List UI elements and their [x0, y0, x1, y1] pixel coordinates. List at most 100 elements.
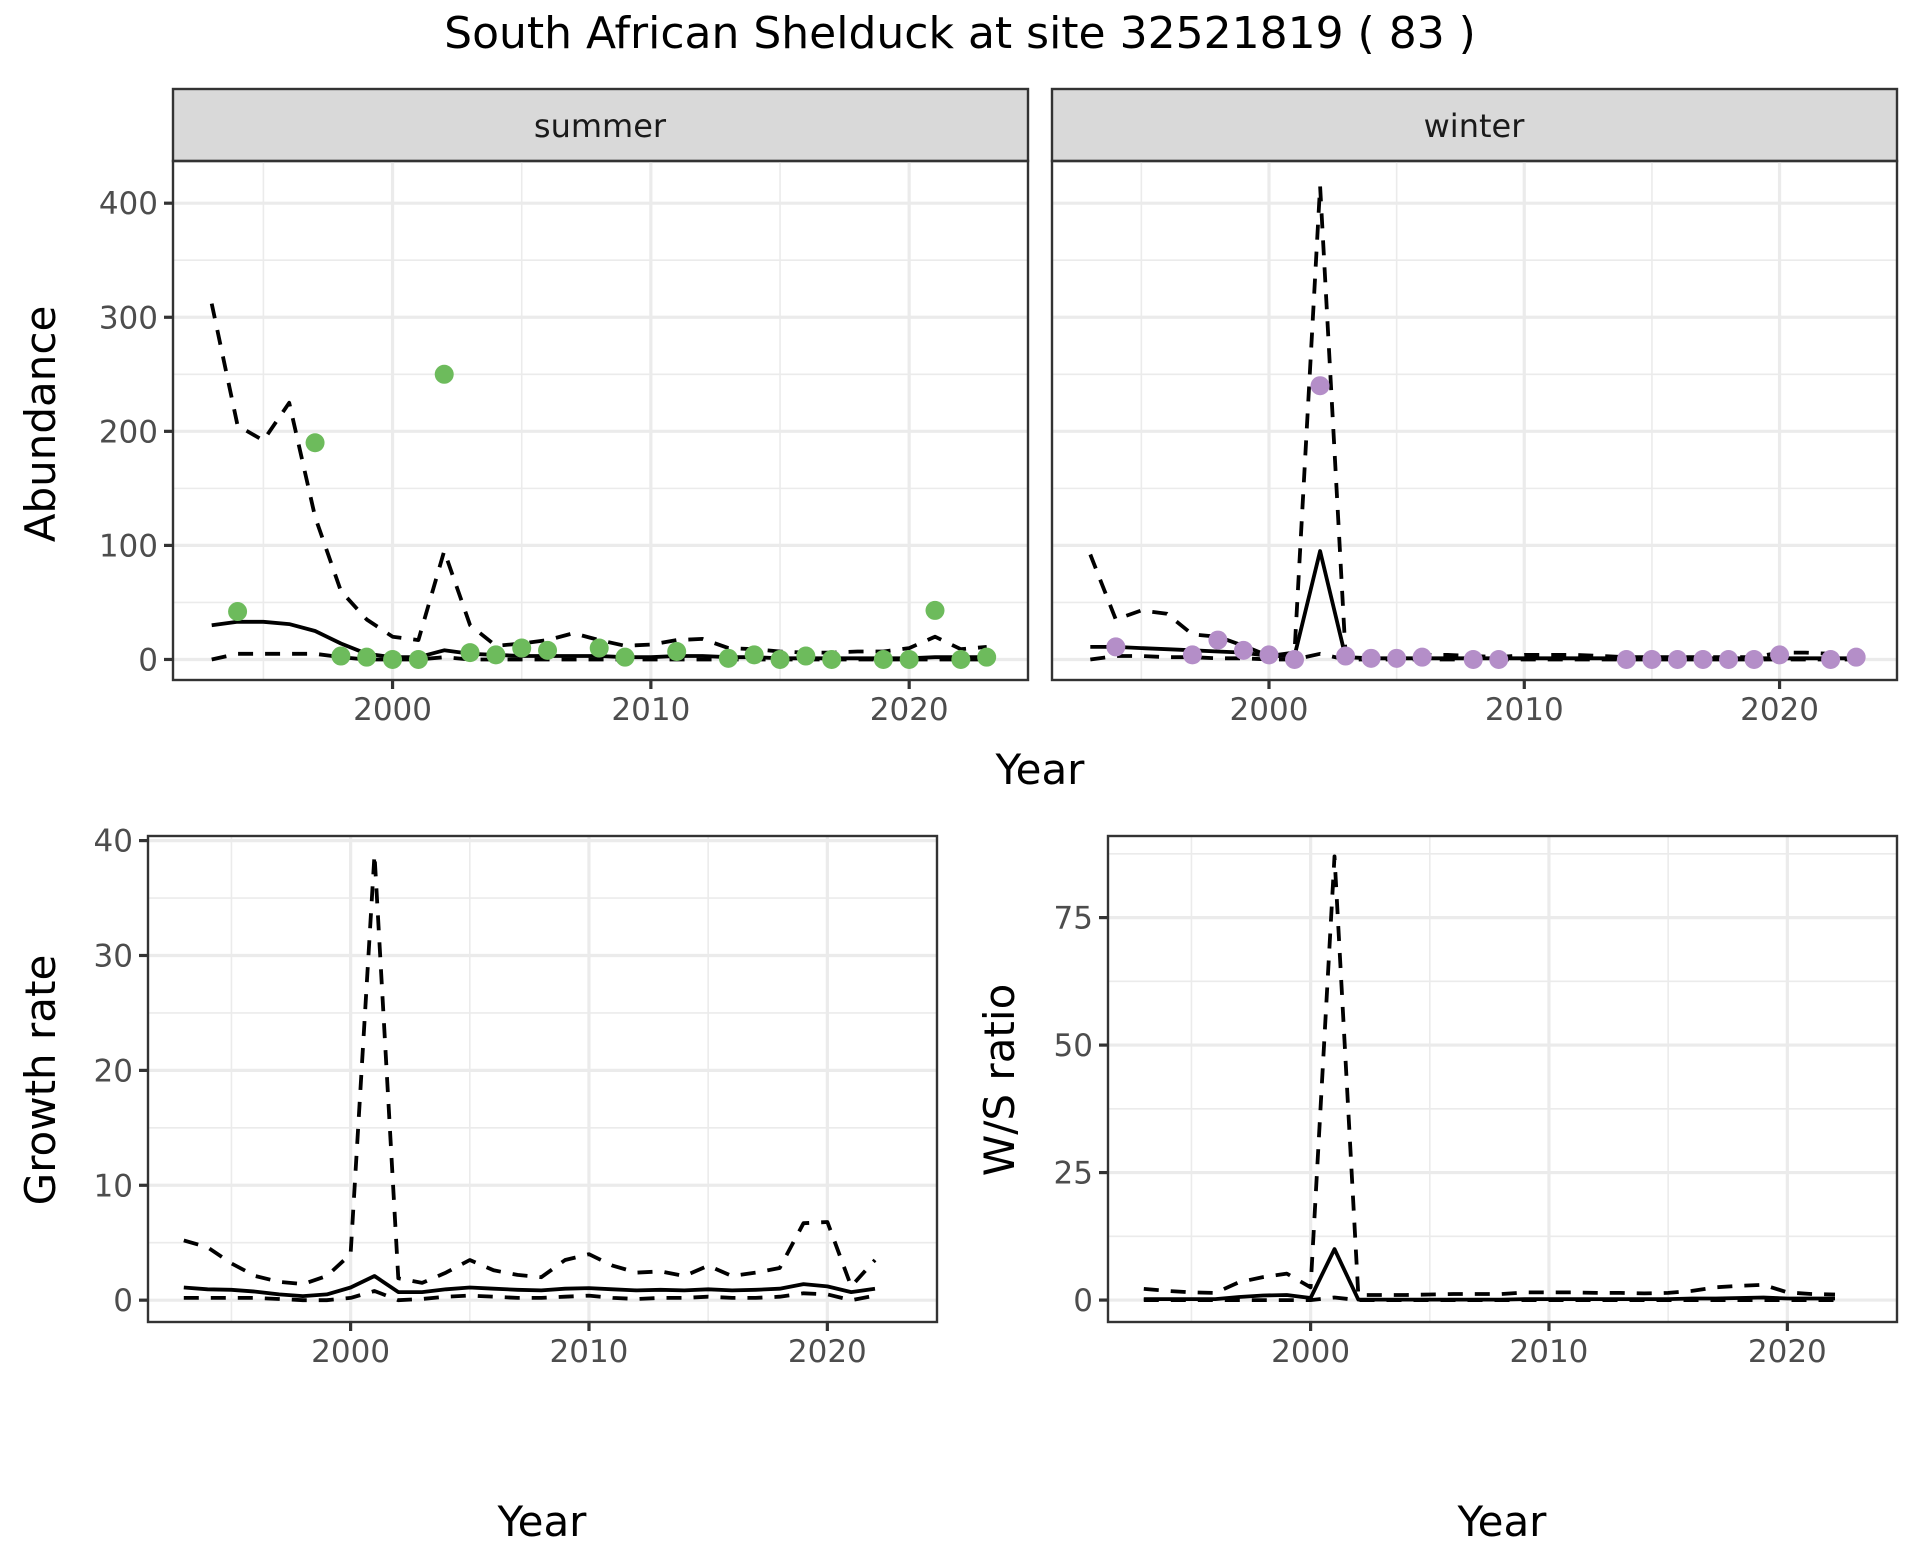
- summer-point: [822, 649, 842, 669]
- ws-x-tick-label: 2010: [1510, 1334, 1589, 1370]
- winter-point: [1719, 649, 1739, 669]
- summer-y-tick-label: 100: [99, 528, 158, 564]
- summer-point: [486, 645, 506, 665]
- summer-point: [951, 649, 971, 669]
- summer-point: [408, 649, 428, 669]
- ws-line-lower: [1143, 1295, 1835, 1302]
- growth-y-tick-label: 10: [94, 1168, 133, 1204]
- winter-panel-border: [1050, 159, 1899, 682]
- summer-point: [718, 648, 738, 668]
- winter-point: [1310, 376, 1330, 396]
- growth-line-lower: [183, 1289, 876, 1303]
- summer-point: [744, 645, 764, 665]
- ws-x-tick-label: 2000: [1271, 1334, 1350, 1370]
- ws-y-tick-label: 25: [1054, 1156, 1093, 1192]
- growth-x-tick-label: 2020: [788, 1334, 867, 1370]
- facet-strip-summer: summer: [171, 87, 1030, 163]
- summer-point: [770, 649, 790, 669]
- winter-point: [1770, 645, 1790, 665]
- summer-point: [977, 647, 997, 667]
- winter-point: [1744, 649, 1764, 669]
- summer-x-tick-label: 2020: [870, 692, 949, 728]
- ws-x-tick-label: 2020: [1748, 1334, 1827, 1370]
- winter-point: [1336, 646, 1356, 666]
- winter-point: [1285, 649, 1305, 669]
- facet-strip-summer-bg: [171, 87, 1030, 163]
- growth-y-tick-label: 40: [94, 824, 133, 860]
- winter-point: [1233, 640, 1253, 660]
- summer-point: [925, 600, 945, 620]
- y-axis-title-ws: W/S ratio: [975, 984, 1024, 1177]
- growth-y-tick-label: 20: [94, 1053, 133, 1089]
- ws-line-mean: [1143, 1247, 1835, 1302]
- facet-strip-winter: winter: [1050, 87, 1899, 163]
- winter-x-tick-label: 2020: [1740, 692, 1819, 728]
- summer-point: [228, 602, 248, 622]
- panel-abundance-summer: 2000 2010 2020 0 100 200 300 400: [99, 159, 1030, 728]
- winter-point: [1642, 649, 1662, 669]
- x-axis-title-abundance: Year: [995, 745, 1086, 794]
- summer-x-tick-label: 2010: [611, 692, 690, 728]
- winter-point: [1693, 649, 1713, 669]
- summer-point: [383, 649, 403, 669]
- summer-x-tick-label: 2000: [353, 692, 432, 728]
- ws-y-tick-label: 0: [1073, 1283, 1093, 1319]
- ws-y-tick-label: 50: [1054, 1028, 1093, 1064]
- winter-line-upper: [1088, 184, 1857, 660]
- summer-panel-border: [171, 159, 1030, 682]
- summer-line-lower: [211, 651, 987, 662]
- summer-point: [796, 646, 816, 666]
- x-axis-title-growth: Year: [497, 1497, 588, 1546]
- growth-x-tick-label: 2010: [550, 1334, 629, 1370]
- ws-y-tick-label: 75: [1054, 901, 1093, 937]
- summer-line-upper: [209, 303, 987, 655]
- summer-point: [538, 640, 558, 660]
- panel-growth-rate: 2000 2010 2020 0 10 20 30 40: [94, 824, 939, 1370]
- summer-point: [873, 649, 893, 669]
- chart-title: South African Shelduck at site 32521819 …: [444, 8, 1476, 59]
- winter-point: [1387, 648, 1407, 668]
- winter-line-mean: [1090, 549, 1857, 661]
- summer-point: [357, 647, 377, 667]
- growth-line-mean: [183, 1274, 876, 1298]
- winter-point: [1208, 630, 1228, 650]
- growth-panel-border: [146, 834, 939, 1324]
- summer-point: [589, 638, 609, 658]
- winter-point: [1616, 649, 1636, 669]
- growth-y-tick-label: 0: [113, 1283, 133, 1319]
- winter-x-tick-label: 2010: [1485, 692, 1564, 728]
- x-axis-title-ws: Year: [1457, 1497, 1548, 1546]
- summer-point: [615, 647, 635, 667]
- facet-label-summer: summer: [534, 107, 667, 145]
- y-axis-title-growth: Growth rate: [16, 955, 65, 1206]
- facet-strip-winter-bg: [1050, 87, 1899, 163]
- winter-point: [1361, 648, 1381, 668]
- y-axis-title-abundance: Abundance: [16, 306, 65, 543]
- panel-abundance-winter: 2000 2010 2020: [1050, 159, 1899, 728]
- facet-label-winter: winter: [1424, 107, 1526, 145]
- summer-point: [305, 433, 325, 453]
- summer-y-tick-label: 200: [99, 414, 158, 450]
- ws-panel-border: [1106, 834, 1899, 1324]
- panel-ws-ratio: 2000 2010 2020 0 25 50 75: [1054, 834, 1899, 1370]
- summer-point: [512, 638, 532, 658]
- summer-y-tick-label: 300: [99, 300, 158, 336]
- winter-point: [1412, 647, 1432, 667]
- summer-point: [460, 643, 480, 663]
- winter-point: [1259, 645, 1279, 665]
- winter-point: [1846, 647, 1866, 667]
- winter-point: [1821, 649, 1841, 669]
- summer-y-tick-label: 0: [138, 642, 158, 678]
- winter-point: [1182, 645, 1202, 665]
- growth-y-tick-label: 30: [94, 938, 133, 974]
- winter-point: [1667, 649, 1687, 669]
- winter-x-tick-label: 2000: [1230, 692, 1309, 728]
- ws-line-upper: [1143, 854, 1836, 1297]
- summer-point: [899, 649, 919, 669]
- summer-y-tick-label: 400: [99, 186, 158, 222]
- winter-point: [1106, 637, 1126, 657]
- winter-point: [1463, 649, 1483, 669]
- summer-point: [434, 364, 454, 384]
- winter-point: [1489, 649, 1509, 669]
